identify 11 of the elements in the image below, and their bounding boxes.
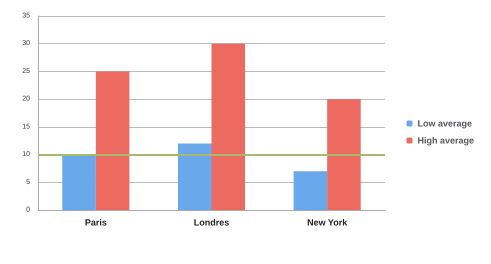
bar [62,154,96,210]
legend-label: High average [417,136,474,146]
bar [327,99,361,210]
bar [212,44,246,210]
bar [294,171,328,210]
x-tick-label: New York [307,218,348,228]
bar [178,143,212,210]
x-tick-label: Londres [194,218,230,228]
bar [96,71,130,210]
x-tick-label: Paris [84,218,107,228]
legend-label: Low average [417,118,472,128]
